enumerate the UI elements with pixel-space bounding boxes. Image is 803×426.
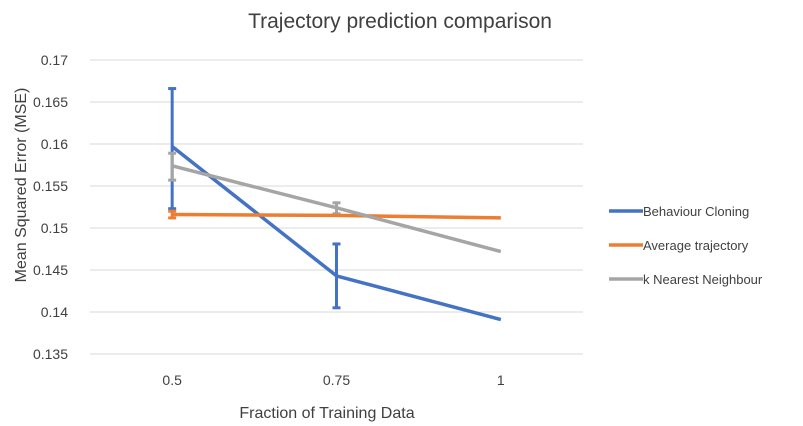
y-tick-label: 0.155 xyxy=(33,178,68,194)
y-tick-labels: 0.135 0.14 0.145 0.15 0.155 0.16 0.165 0.17 xyxy=(33,52,68,362)
y-axis-label: Mean Squared Error (MSE) xyxy=(13,88,30,283)
error-bars xyxy=(168,87,341,310)
legend-label: k Nearest Neighbour xyxy=(643,272,763,287)
y-tick-label: 0.14 xyxy=(41,304,68,320)
series-lines xyxy=(171,145,502,322)
chart-title: Trajectory prediction comparison xyxy=(248,10,552,33)
series-line-1 xyxy=(172,212,501,220)
series-line-2 xyxy=(171,164,502,254)
y-tick-label: 0.135 xyxy=(33,346,68,362)
y-tick-label: 0.16 xyxy=(41,136,68,152)
y-tick-label: 0.15 xyxy=(41,220,68,236)
x-tick-label: 0.75 xyxy=(323,372,350,388)
x-tick-label: 1 xyxy=(497,372,505,388)
x-tick-label: 0.5 xyxy=(162,372,182,388)
legend-label: Average trajectory xyxy=(643,238,749,253)
x-axis-label: Fraction of Training Data xyxy=(239,405,414,422)
legend: Behaviour Cloning Average trajectory k Nea… xyxy=(609,204,763,287)
series-line-0 xyxy=(171,145,502,322)
y-tick-label: 0.17 xyxy=(41,52,68,68)
x-tick-labels: 0.5 0.75 1 xyxy=(162,372,505,388)
legend-label: Behaviour Cloning xyxy=(643,204,749,219)
y-tick-label: 0.145 xyxy=(33,262,68,278)
y-tick-label: 0.165 xyxy=(33,94,68,110)
